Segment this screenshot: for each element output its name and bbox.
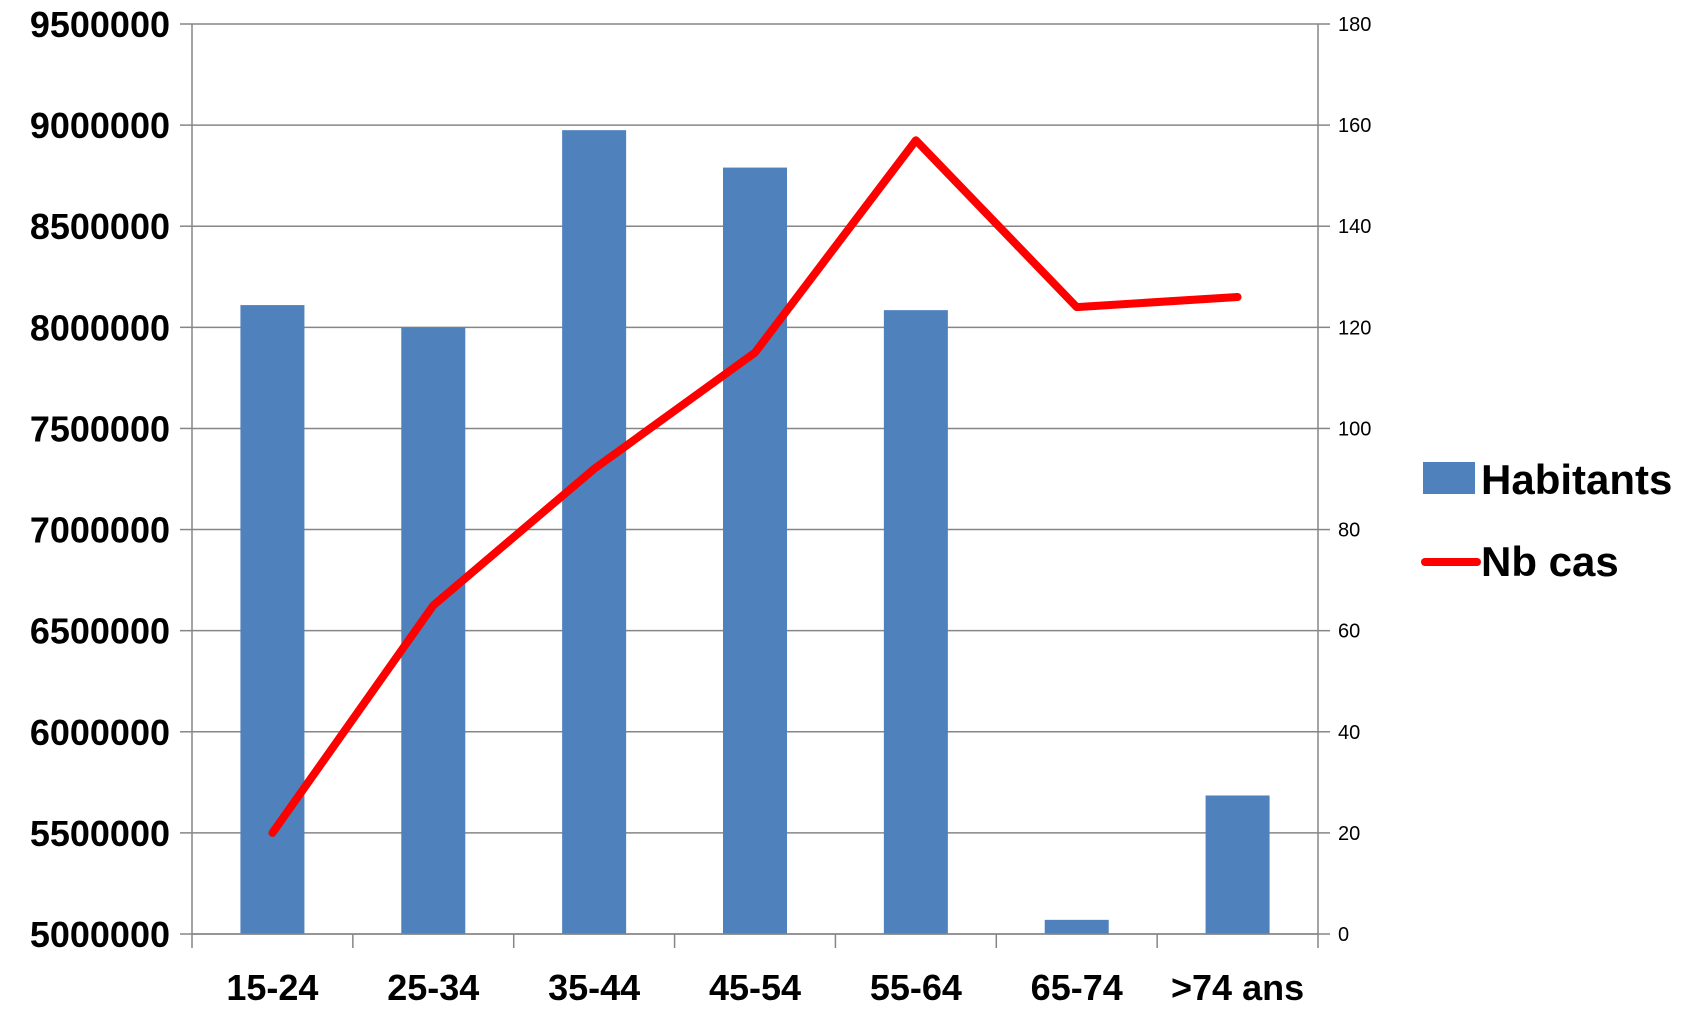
right-axis-tick-labels: 0 20 40 60 80 100 120 140 160 180 bbox=[1338, 14, 1371, 946]
left-axis-tick-label: 9000000 bbox=[30, 105, 170, 146]
category-label: >74 ans bbox=[1171, 967, 1304, 1008]
point-nb-cas bbox=[1076, 306, 1078, 308]
category-label: 65-74 bbox=[1031, 967, 1123, 1008]
left-axis-tick-label: 7000000 bbox=[30, 510, 170, 551]
category-axis-labels: 15-24 25-34 35-44 45-54 55-64 65-74 >74 ans bbox=[226, 967, 1304, 1008]
bar-habitants bbox=[723, 167, 787, 935]
point-nb-cas bbox=[271, 832, 273, 834]
point-nb-cas bbox=[915, 139, 917, 141]
point-nb-cas bbox=[432, 604, 434, 606]
right-axis-tick-label: 80 bbox=[1338, 520, 1360, 542]
line-series-nb-cas bbox=[268, 136, 1242, 837]
category-label: 45-54 bbox=[709, 967, 801, 1008]
bar-habitants bbox=[562, 130, 627, 934]
point-nb-cas bbox=[754, 352, 756, 354]
left-axis-tick-label: 5500000 bbox=[30, 813, 170, 854]
bar-habitants bbox=[240, 305, 305, 935]
left-axis-tick-labels: 5000000 5500000 6000000 6500000 7000000 75000… bbox=[30, 4, 170, 955]
left-axis-tick-label: 6000000 bbox=[30, 712, 170, 753]
axes bbox=[180, 23, 1330, 948]
right-axis-tick-label: 0 bbox=[1338, 924, 1349, 946]
right-axis-tick-label: 40 bbox=[1338, 722, 1360, 744]
legend: Habitants Nb cas bbox=[1421, 456, 1672, 585]
left-axis-tick-label: 8500000 bbox=[30, 206, 170, 247]
legend-label-habitants: Habitants bbox=[1481, 456, 1672, 503]
left-axis-tick-label: 9500000 bbox=[30, 4, 170, 45]
bar-habitants bbox=[1044, 919, 1109, 934]
left-axis-tick-label: 7500000 bbox=[30, 408, 170, 449]
bar-series-habitants bbox=[240, 130, 1270, 935]
category-label: 35-44 bbox=[548, 967, 640, 1008]
right-axis-tick-label: 180 bbox=[1338, 14, 1371, 36]
right-axis-tick-label: 140 bbox=[1338, 216, 1371, 238]
bar-habitants bbox=[883, 310, 948, 935]
category-label: 15-24 bbox=[226, 967, 318, 1008]
left-axis-tick-label: 8000000 bbox=[30, 307, 170, 348]
right-axis-tick-label: 120 bbox=[1338, 317, 1371, 339]
right-axis-tick-label: 60 bbox=[1338, 621, 1360, 643]
category-label: 55-64 bbox=[870, 967, 962, 1008]
legend-label-nb-cas: Nb cas bbox=[1481, 538, 1619, 585]
bar-habitants bbox=[1205, 795, 1270, 934]
point-nb-cas bbox=[593, 468, 595, 470]
legend-swatch-habitants bbox=[1423, 462, 1475, 494]
left-axis-tick-label: 5000000 bbox=[30, 914, 170, 955]
point-nb-cas bbox=[1237, 296, 1239, 298]
right-axis-tick-label: 160 bbox=[1338, 115, 1371, 137]
right-axis-tick-label: 20 bbox=[1338, 823, 1360, 845]
category-label: 25-34 bbox=[387, 967, 479, 1008]
right-axis-tick-label: 100 bbox=[1338, 418, 1371, 440]
left-axis-tick-label: 6500000 bbox=[30, 611, 170, 652]
